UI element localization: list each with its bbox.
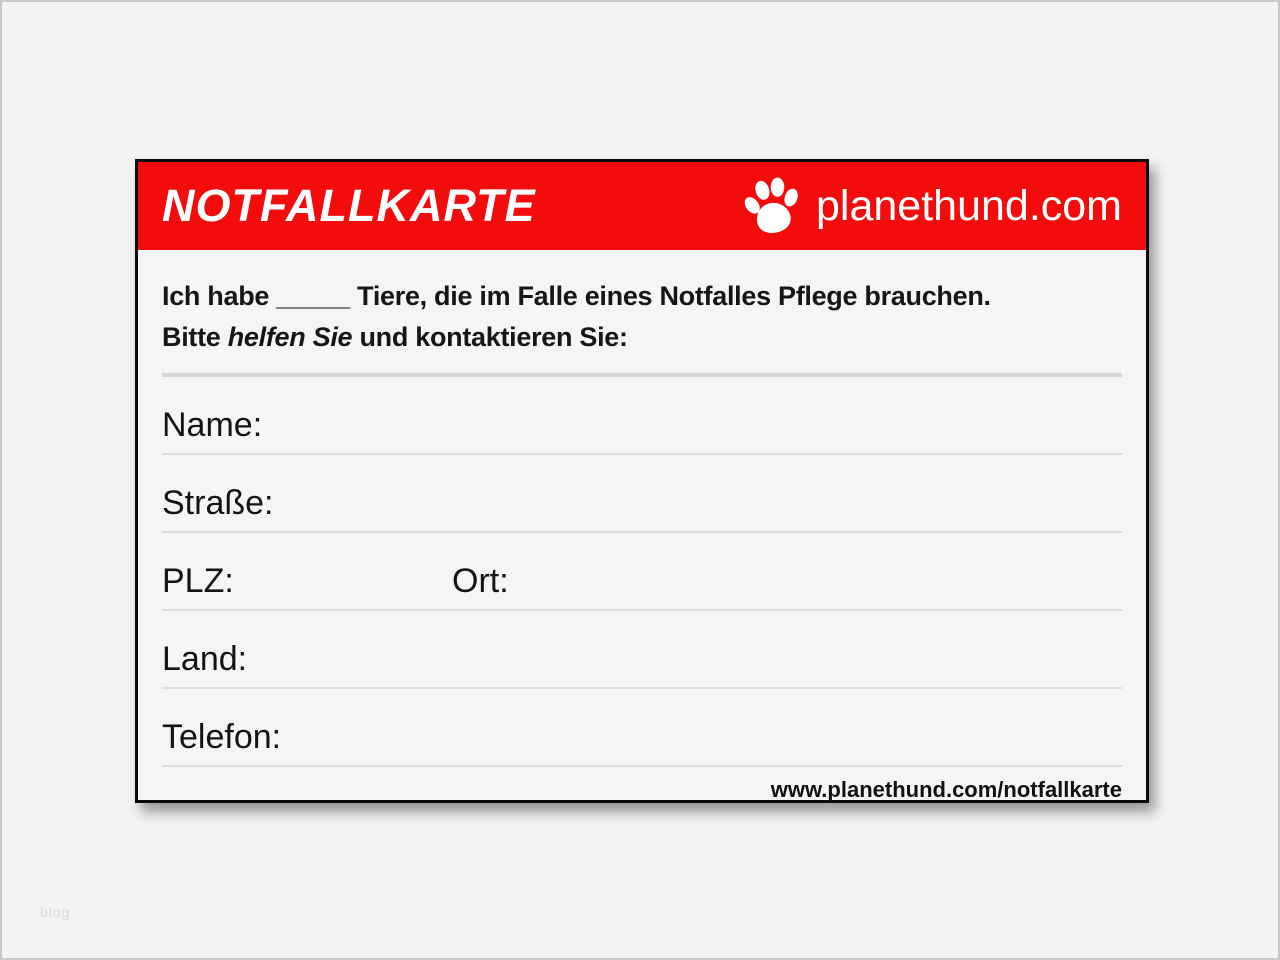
field-row-name: Name:: [162, 377, 1122, 455]
field-row-strasse: Straße:: [162, 455, 1122, 533]
field-label-plz: PLZ:: [162, 562, 234, 600]
field-label-land: Land:: [162, 640, 248, 678]
intro-line-1: Ich habe _____ Tiere, die im Falle eines…: [162, 281, 991, 311]
intro-text: Ich habe _____ Tiere, die im Falle eines…: [162, 276, 1122, 358]
field-row-telefon: Telefon:: [162, 689, 1122, 767]
intro-line-2: Bitte helfen Sie und kontaktieren Sie:: [162, 322, 628, 352]
blog-watermark: blog: [40, 904, 71, 920]
card-title: NOTFALLKARTE: [162, 180, 536, 231]
paw-icon: [744, 177, 798, 233]
field-label-name: Name:: [162, 406, 263, 444]
field-row-plz-ort: PLZ: Ort:: [162, 533, 1122, 611]
field-label-telefon: Telefon:: [162, 718, 282, 756]
emergency-card: NOTFALLKARTE planethund.com Ich habe ___…: [135, 159, 1149, 803]
brand-text: planethund.com: [816, 181, 1122, 230]
field-row-land: Land:: [162, 611, 1122, 689]
card-body: Ich habe _____ Tiere, die im Falle eines…: [138, 250, 1146, 803]
footer-url: www.planethund.com/notfallkarte: [770, 777, 1122, 802]
card-header: NOTFALLKARTE planethund.com: [138, 162, 1146, 250]
intro-divider: [162, 373, 1122, 377]
intro-italic-phrase: helfen Sie: [227, 322, 353, 352]
field-label-ort: Ort:: [452, 562, 509, 600]
field-label-strasse: Straße:: [162, 484, 274, 522]
